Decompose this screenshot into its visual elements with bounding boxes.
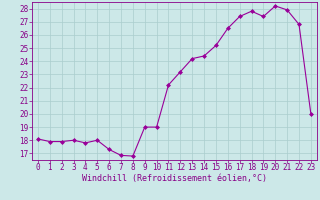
- X-axis label: Windchill (Refroidissement éolien,°C): Windchill (Refroidissement éolien,°C): [82, 174, 267, 183]
